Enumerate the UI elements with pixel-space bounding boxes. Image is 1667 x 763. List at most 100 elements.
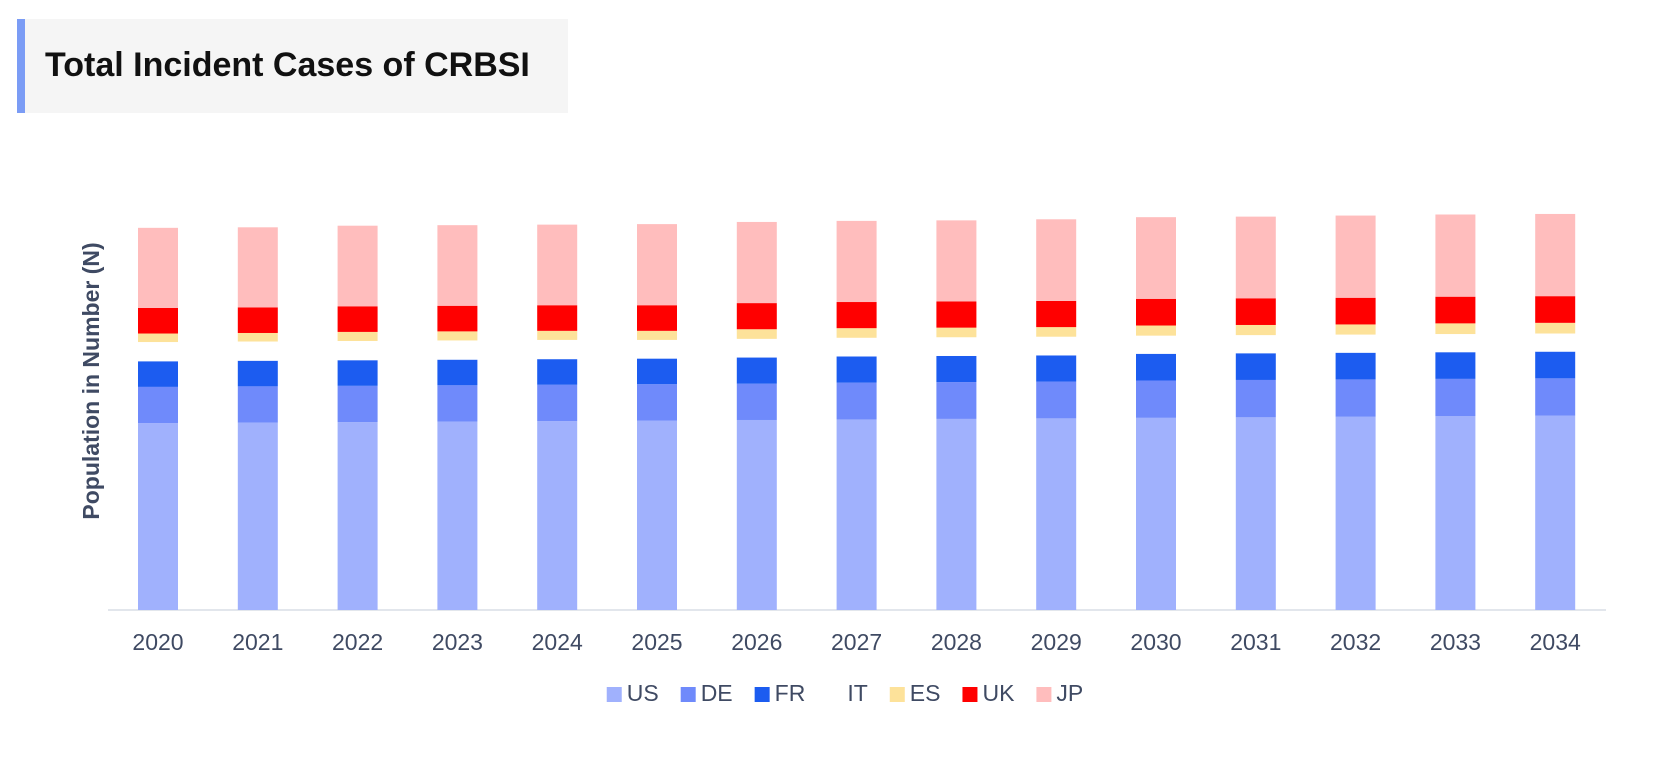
bar-segment	[537, 330, 578, 340]
bar-segment	[736, 357, 777, 384]
bar-segment	[637, 224, 677, 306]
legend-swatch	[754, 687, 770, 702]
bar-segment	[1335, 297, 1376, 325]
legend-label: UK	[982, 680, 1015, 706]
bar-segment	[1235, 335, 1276, 354]
bar-segment	[138, 386, 178, 424]
x-tick-label: 2023	[432, 629, 483, 655]
bar-segment	[1136, 298, 1176, 326]
bar-segment	[237, 307, 278, 333]
bar-segment	[537, 339, 578, 360]
bar-segment	[537, 384, 578, 422]
x-tick-label: 2022	[332, 629, 383, 655]
bar-segment	[237, 332, 278, 342]
bar-segment	[1435, 378, 1476, 417]
bar-segment	[637, 384, 677, 421]
bar-segment	[237, 227, 278, 308]
bar-segment	[237, 386, 278, 423]
bar-segment	[437, 421, 478, 610]
legend-swatch	[606, 687, 622, 702]
bar-segment	[237, 360, 278, 387]
bar-segment	[138, 423, 178, 610]
legend-swatch	[1036, 687, 1052, 702]
bar-segment	[1235, 216, 1276, 299]
bar-segment	[1335, 334, 1376, 353]
bar-segment	[736, 303, 777, 330]
bar-segment	[1136, 217, 1176, 299]
bar-segment	[736, 383, 777, 420]
bar-segment	[1136, 380, 1176, 418]
bar-segment	[437, 305, 478, 332]
bar-segment	[637, 420, 677, 610]
bar-segment	[736, 338, 777, 358]
bar-segment	[138, 333, 178, 343]
x-tick-label: 2020	[132, 629, 183, 655]
bar-segment	[1235, 417, 1276, 610]
bar-segment	[836, 382, 877, 420]
bar-segment	[1235, 324, 1276, 336]
legend-swatch	[962, 687, 978, 702]
x-tick-label: 2027	[831, 629, 882, 655]
bar-segment	[1136, 335, 1176, 354]
x-tick-label: 2025	[631, 629, 682, 655]
bar-segment	[337, 340, 378, 361]
bar-segment	[1535, 333, 1576, 352]
bar-segment	[1435, 352, 1476, 379]
bar-segment	[1535, 415, 1576, 610]
legend-swatch	[827, 687, 843, 702]
title-box	[17, 19, 568, 113]
bar-segment	[836, 328, 877, 338]
legend-label: US	[627, 680, 659, 706]
bar-segment	[138, 342, 178, 362]
bar-segment	[437, 340, 478, 360]
bar-segment	[1435, 323, 1476, 335]
bar-segment	[1036, 336, 1077, 356]
bar-segment	[1435, 334, 1476, 353]
title-accent	[17, 19, 25, 113]
x-tick-label: 2032	[1330, 629, 1381, 655]
bar-segment	[1435, 296, 1476, 324]
bar-segment	[437, 331, 478, 341]
bar-segment	[936, 327, 977, 338]
bar-segment	[1136, 353, 1176, 381]
bar-segment	[1335, 352, 1376, 380]
bar-segment	[537, 305, 578, 331]
bar-segment	[736, 329, 777, 339]
bar-segment	[337, 331, 378, 341]
x-tick-label: 2029	[1031, 629, 1082, 655]
bar-segment	[437, 225, 478, 306]
bar-segment	[1535, 378, 1576, 416]
legend-label: DE	[701, 680, 733, 706]
bar-segment	[637, 330, 677, 340]
legend-label: JP	[1056, 680, 1083, 706]
x-tick-label: 2034	[1530, 629, 1581, 655]
bar-segment	[1435, 214, 1476, 297]
bar-segment	[936, 220, 977, 302]
bar-segment	[637, 339, 677, 359]
bar-segment	[437, 359, 478, 386]
bar-segment	[237, 422, 278, 610]
bar-segment	[736, 221, 777, 304]
bar-segment	[836, 356, 877, 383]
bar-segment	[1036, 355, 1077, 382]
bar-segment	[437, 385, 478, 422]
bar-segment	[1235, 298, 1276, 325]
bar-segment	[736, 419, 777, 610]
legend-label: IT	[847, 680, 867, 706]
bar-segment	[138, 307, 178, 334]
bar-segment	[337, 360, 378, 386]
x-tick-label: 2033	[1430, 629, 1481, 655]
bar-segment	[337, 422, 378, 610]
legend-label: ES	[910, 680, 941, 706]
bar-segment	[1335, 379, 1376, 417]
x-tick-label: 2021	[232, 629, 283, 655]
bar-segment	[936, 337, 977, 356]
x-tick-label: 2028	[931, 629, 982, 655]
bar-segment	[1335, 416, 1376, 610]
bar-segment	[537, 359, 578, 385]
bar-segment	[138, 361, 178, 387]
legend-label: FR	[775, 680, 806, 706]
bar-segment	[936, 382, 977, 419]
bar-segment	[1535, 351, 1576, 379]
bar-segment	[537, 421, 578, 610]
